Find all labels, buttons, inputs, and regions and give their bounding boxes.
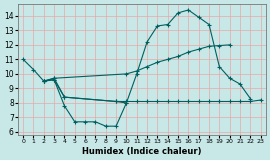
X-axis label: Humidex (Indice chaleur): Humidex (Indice chaleur) — [82, 147, 202, 156]
